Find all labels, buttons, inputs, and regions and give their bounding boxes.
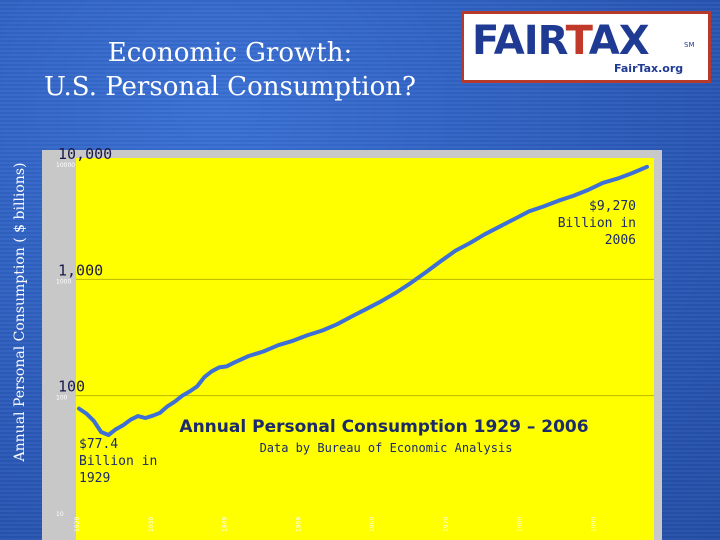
logo-url: FairTax.org (614, 62, 684, 75)
x-tick-label: 1989 (517, 517, 524, 532)
fairtax-logo: FAIRTAX SM FairTax.org (461, 11, 711, 83)
logo-service-mark: SM (684, 41, 695, 49)
minor-tick-label: 100 (56, 395, 68, 402)
major-tick-label: 1,000 (58, 261, 103, 279)
series-line (77, 164, 649, 437)
x-tick-label: 1959 (295, 517, 302, 532)
major-tick-label: 100 (58, 378, 85, 396)
annotation-start: 1929 (79, 471, 110, 486)
annotation-start: Billion in (79, 454, 157, 469)
x-tick-label: 1979 (443, 517, 450, 532)
minor-tick-label: 1000 (56, 278, 71, 285)
inner-title: Annual Personal Consumption 1929 – 2006 (179, 417, 588, 437)
annotation-end: $9,270 (589, 199, 636, 214)
x-tick-label: 1929 (74, 517, 81, 532)
annotation-end: Billion in (558, 216, 636, 231)
title-line-2: U.S. Personal Consumption? (44, 72, 416, 102)
annotation-end: 2006 (605, 233, 636, 248)
logo-wordmark: FAIRTAX (472, 18, 650, 64)
annotation-start: $77.4 (79, 437, 118, 452)
title-line-1: Economic Growth: (107, 38, 353, 68)
x-tick-label: 1949 (222, 517, 229, 532)
minor-tick-label: 10000 (56, 162, 75, 169)
minor-tick-label: 10 (56, 511, 64, 518)
x-tick-label: 1939 (148, 517, 155, 532)
plot-area (76, 158, 654, 540)
x-tick-label: 1999 (590, 517, 597, 532)
major-tick-label: 10,000 (58, 145, 112, 163)
slide-title: Economic Growth: U.S. Personal Consumpti… (0, 36, 460, 104)
inner-subtitle: Data by Bureau of Economic Analysis (260, 441, 513, 455)
x-tick-label: 1969 (369, 517, 376, 532)
